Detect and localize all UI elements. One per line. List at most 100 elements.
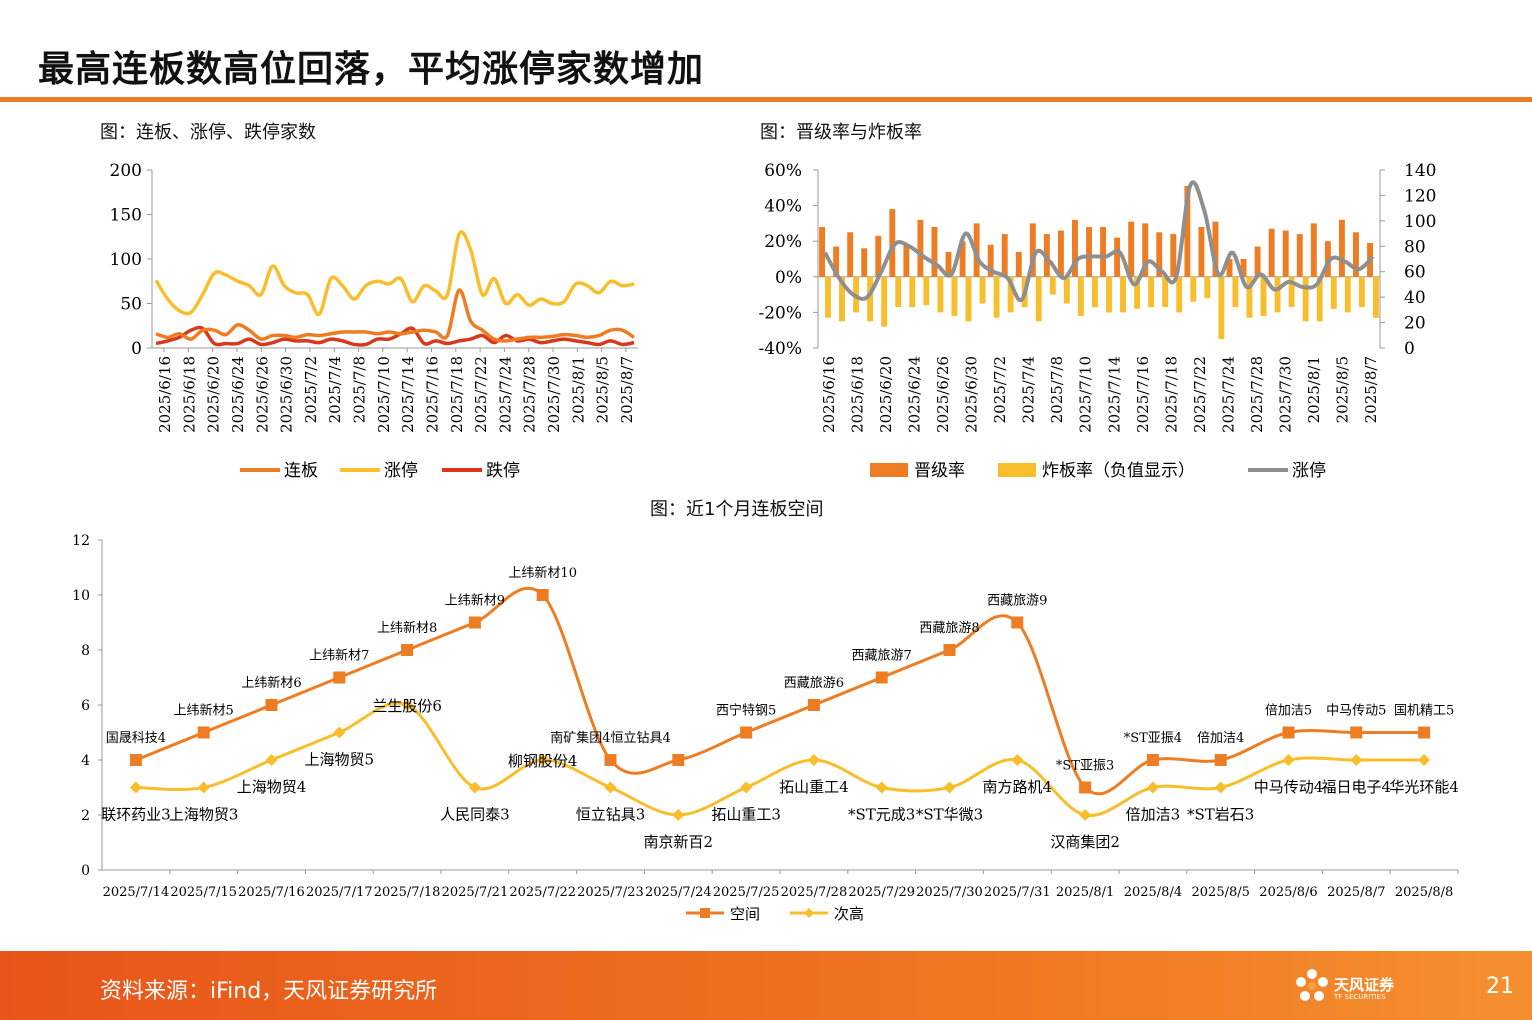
chart3-label-max: 西宁特钢5 [716, 703, 776, 719]
chart3-marker-second [468, 781, 481, 794]
chart2-bar-break [825, 276, 831, 318]
chart3-x-tick-label: 2025/7/31 [984, 885, 1051, 900]
chart2-x-tick-label: 2025/7/16 [1134, 356, 1152, 433]
chart3-x-tick-label: 2025/7/21 [442, 885, 509, 900]
chart2-bar-break [1007, 276, 1014, 313]
chart2-bar-break [881, 276, 888, 327]
chart3-label-max: 中马传动5 [1326, 704, 1386, 719]
chart2-bar-break [1148, 276, 1155, 308]
chart3-label-second: 华光环能4 [1389, 778, 1459, 796]
chart3-x-tick-label: 2025/7/24 [645, 885, 712, 900]
chart3-marker-second [943, 781, 956, 794]
chart3-x-tick-label: 2025/8/4 [1124, 885, 1182, 900]
chart3-label-second: 兰生股份6 [372, 697, 442, 715]
chart3-marker-second [875, 781, 888, 794]
chart2-right-tick-label: 80 [1404, 237, 1426, 257]
chart3-marker-second [129, 781, 142, 794]
chart2-x-tick-label: 2025/7/14 [1105, 356, 1123, 433]
chart3-label-second: 南京新百2 [644, 833, 714, 851]
chart3-line-max [135, 586, 1425, 796]
chart3-x-tick-label: 2025/8/6 [1259, 885, 1317, 900]
chart3-label-second: 中马传动4 [1254, 778, 1324, 796]
chart1-legend-label: 跌停 [486, 461, 520, 481]
chart2-bar-promotion [1338, 219, 1345, 277]
chart2-bar-break [1288, 276, 1295, 308]
chart3-marker-max [1079, 781, 1092, 794]
chart3-marker-max [333, 671, 346, 684]
chart1-y-tick-label: 100 [110, 250, 142, 270]
chart2-bar-promotion [1015, 251, 1022, 277]
chart2-bar-promotion [1142, 223, 1149, 277]
page-title: 最高连板数高位回落，平均涨停家数增加 [38, 49, 705, 90]
chart3-legend-label: 次高 [834, 905, 864, 923]
chart3-marker-max [1146, 754, 1159, 766]
chart1-x-tick-label: 2025/7/22 [472, 356, 490, 433]
chart3-label-second: 拓山重工4 [779, 778, 849, 796]
chart2-bar-break [867, 276, 874, 322]
chart2-left-tick-label: 40% [764, 197, 802, 217]
chart2-line-limitup [823, 180, 1375, 303]
chart2-bar-promotion [1268, 228, 1275, 277]
chart3-y-tick-label: 2 [81, 808, 90, 824]
chart2-bar-break [1232, 276, 1239, 308]
chart3-marker-max [740, 726, 753, 739]
chart3-marker-second [1214, 781, 1227, 794]
chart3-label-max: 上纬新材6 [241, 675, 301, 691]
chart2-bar-break [1190, 276, 1197, 302]
chart3-x-tick-label: 2025/7/15 [170, 885, 237, 900]
chart2-legend-label: 晋级率 [914, 461, 965, 481]
chart3-label-second: *ST华微3 [916, 806, 983, 824]
chart1-y-tick-label: 150 [110, 206, 142, 226]
chart2-left-tick-label: 20% [764, 232, 802, 252]
chart2-x-tick-label: 2025/7/24 [1219, 356, 1237, 433]
chart2-bar-promotion [1072, 219, 1078, 277]
chart1-x-tick-label: 2025/6/20 [205, 356, 223, 433]
chart2-bar-promotion [1324, 241, 1331, 277]
chart3-marker-second [1079, 809, 1092, 821]
chart3-marker-second [807, 754, 820, 766]
chart1-x-tick-label: 2025/7/28 [521, 356, 539, 433]
chart1-x-tick-label: 2025/8/5 [594, 356, 612, 423]
chart2-x-tick-label: 2025/8/1 [1305, 356, 1323, 423]
chart2-right-tick-label: 40 [1404, 288, 1426, 308]
chart1-x-tick-label: 2025/7/10 [375, 356, 393, 433]
chart3-label-max: 倍加洁4 [1197, 731, 1244, 746]
chart3-y-tick-label: 0 [81, 863, 90, 879]
chart2-bar-promotion [1212, 221, 1219, 277]
chart3-marker-max [672, 754, 685, 766]
chart2-bar-promotion [1057, 230, 1064, 277]
chart3-marker-max [1418, 726, 1431, 739]
chart3-marker-max [807, 699, 820, 711]
chart3-label-max: 上纬新材10 [508, 565, 577, 581]
chart1-x-tick-label: 2025/7/4 [326, 356, 344, 423]
chart3-label-second: 汉商集团2 [1050, 833, 1120, 851]
chart2-bar-promotion [959, 241, 966, 277]
chart2-x-tick-label: 2025/6/30 [963, 356, 981, 433]
chart2-bar-break [1091, 276, 1098, 308]
chart2-bar-break [951, 276, 958, 316]
chart1-x-tick-label: 2025/7/18 [448, 356, 466, 433]
chart3-label-second: *ST岩石3 [1187, 806, 1254, 824]
chart3-x-tick-label: 2025/7/16 [238, 885, 305, 900]
chart3-line-second [135, 701, 1425, 817]
chart2-bar-promotion [1226, 259, 1233, 277]
chart1-x-tick-label: 2025/8/1 [569, 356, 587, 423]
chart2-bar-break [1372, 276, 1379, 318]
chart2-bar-promotion [1170, 234, 1177, 277]
chart3-label-max: 西藏旅游8 [919, 621, 979, 636]
chart2-bar-promotion [1156, 232, 1163, 277]
chart2-x-tick-label: 2025/6/26 [934, 356, 952, 433]
chart2-bar-promotion [1254, 246, 1261, 277]
chart2-x-tick-label: 2025/8/7 [1362, 356, 1380, 423]
chart3-marker-max [943, 644, 956, 656]
chart3-x-tick-label: 2025/8/8 [1395, 885, 1453, 900]
chart2-bar-promotion [945, 251, 952, 277]
chart1-x-tick-label: 2025/7/14 [399, 356, 417, 433]
chart3-label-max: *ST亚振3 [1056, 759, 1114, 774]
chart3-x-tick-label: 2025/7/30 [916, 885, 983, 900]
chart2-bar-promotion [917, 219, 924, 277]
chart2-bar-break [1358, 276, 1365, 308]
chart2-right-tick-label: 0 [1404, 339, 1415, 359]
chart3-marker-max [604, 754, 617, 766]
chart2-x-tick-label: 2025/7/2 [991, 356, 1009, 423]
